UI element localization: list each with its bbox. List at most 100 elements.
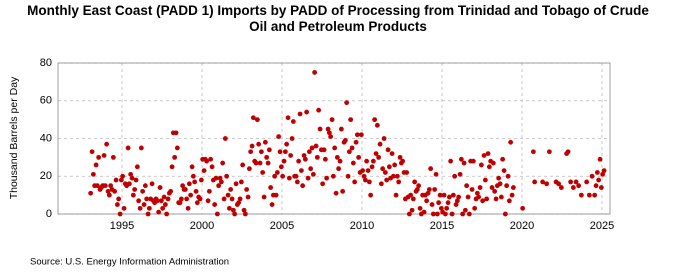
point	[573, 179, 579, 185]
point	[324, 175, 330, 181]
point	[232, 211, 238, 217]
x-tick-label: 2000	[190, 220, 214, 232]
point	[373, 151, 379, 157]
point	[120, 173, 126, 179]
point	[458, 156, 464, 162]
point	[230, 207, 236, 213]
point	[290, 119, 296, 124]
point	[128, 171, 134, 177]
point	[274, 170, 280, 175]
point	[352, 179, 358, 185]
point	[480, 198, 486, 204]
point	[201, 168, 207, 173]
point	[358, 132, 364, 138]
point	[160, 205, 166, 211]
point	[184, 196, 190, 202]
point	[269, 202, 275, 207]
point	[414, 187, 420, 192]
point	[238, 179, 244, 185]
point	[497, 181, 503, 187]
point	[256, 141, 262, 147]
point	[121, 205, 127, 211]
point	[500, 156, 506, 162]
point	[490, 160, 496, 166]
point	[356, 154, 362, 160]
point	[258, 149, 264, 155]
point	[236, 200, 242, 206]
point	[386, 164, 392, 170]
point	[421, 209, 427, 215]
point	[140, 188, 146, 194]
point	[310, 171, 316, 177]
point	[432, 187, 438, 192]
point	[350, 160, 356, 166]
point	[137, 205, 143, 211]
point	[218, 179, 224, 185]
point	[149, 181, 155, 187]
point	[449, 211, 455, 217]
point	[161, 194, 167, 200]
point	[392, 162, 398, 168]
point	[474, 190, 480, 196]
point	[169, 164, 175, 170]
point	[362, 177, 368, 183]
point	[289, 136, 295, 141]
point	[326, 130, 332, 136]
point	[266, 147, 272, 153]
point	[296, 158, 302, 164]
point	[320, 181, 326, 187]
point	[273, 192, 279, 198]
point	[532, 179, 538, 185]
point	[477, 185, 483, 190]
point	[146, 205, 152, 211]
point	[280, 173, 286, 179]
point	[114, 202, 120, 207]
point	[309, 145, 315, 151]
point	[117, 211, 123, 217]
y-tick-label: 20	[40, 170, 52, 182]
point	[284, 141, 290, 147]
point	[193, 188, 199, 194]
point	[530, 149, 536, 155]
point	[404, 170, 410, 175]
point	[409, 207, 415, 213]
point	[138, 145, 144, 151]
point	[441, 192, 447, 198]
point	[229, 196, 235, 202]
point	[226, 205, 232, 211]
point	[249, 143, 255, 149]
x-tick-label: 2025	[590, 220, 614, 232]
point	[372, 117, 378, 123]
point	[410, 196, 416, 202]
point	[429, 202, 435, 207]
point	[204, 158, 210, 164]
point	[430, 211, 436, 217]
point	[333, 190, 339, 196]
point	[426, 187, 432, 192]
point	[102, 183, 108, 189]
point	[306, 149, 312, 155]
point	[285, 115, 291, 121]
point	[325, 126, 331, 132]
point	[482, 177, 488, 183]
point	[317, 126, 323, 132]
point	[212, 202, 218, 207]
point	[321, 147, 327, 153]
point	[374, 122, 380, 128]
point	[305, 175, 311, 181]
point	[509, 192, 515, 198]
point	[177, 200, 183, 206]
point	[141, 202, 147, 207]
point	[481, 153, 487, 158]
point	[329, 117, 335, 123]
point	[384, 177, 390, 183]
point	[316, 107, 322, 113]
point	[576, 183, 582, 189]
point	[257, 160, 263, 166]
point	[446, 194, 452, 200]
point	[348, 117, 354, 123]
point	[174, 145, 180, 151]
point	[108, 183, 114, 189]
point	[492, 188, 498, 194]
